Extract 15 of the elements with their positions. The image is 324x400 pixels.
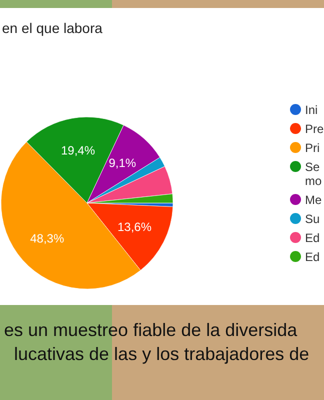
legend-label: Me xyxy=(305,193,323,207)
legend-label: Su xyxy=(305,212,321,226)
legend-label: Ed xyxy=(305,231,321,245)
text: lucativas de las y los trabajadores de xyxy=(14,343,310,366)
legend-label: Se mo xyxy=(305,160,323,188)
legend-label: Pre xyxy=(305,122,324,136)
data-label: 9,1% xyxy=(108,156,136,170)
data-label: 13,6% xyxy=(117,220,152,234)
chart-title: en el que labora xyxy=(2,20,102,36)
data-label: 48,3% xyxy=(30,231,64,246)
legend-label: Ini xyxy=(305,103,319,117)
data-label: 19,4% xyxy=(60,143,96,158)
text: es un muestreo fiable de la diversida xyxy=(4,319,298,342)
legend-label: Pri xyxy=(305,141,321,155)
legend-label: Ed xyxy=(305,250,321,264)
